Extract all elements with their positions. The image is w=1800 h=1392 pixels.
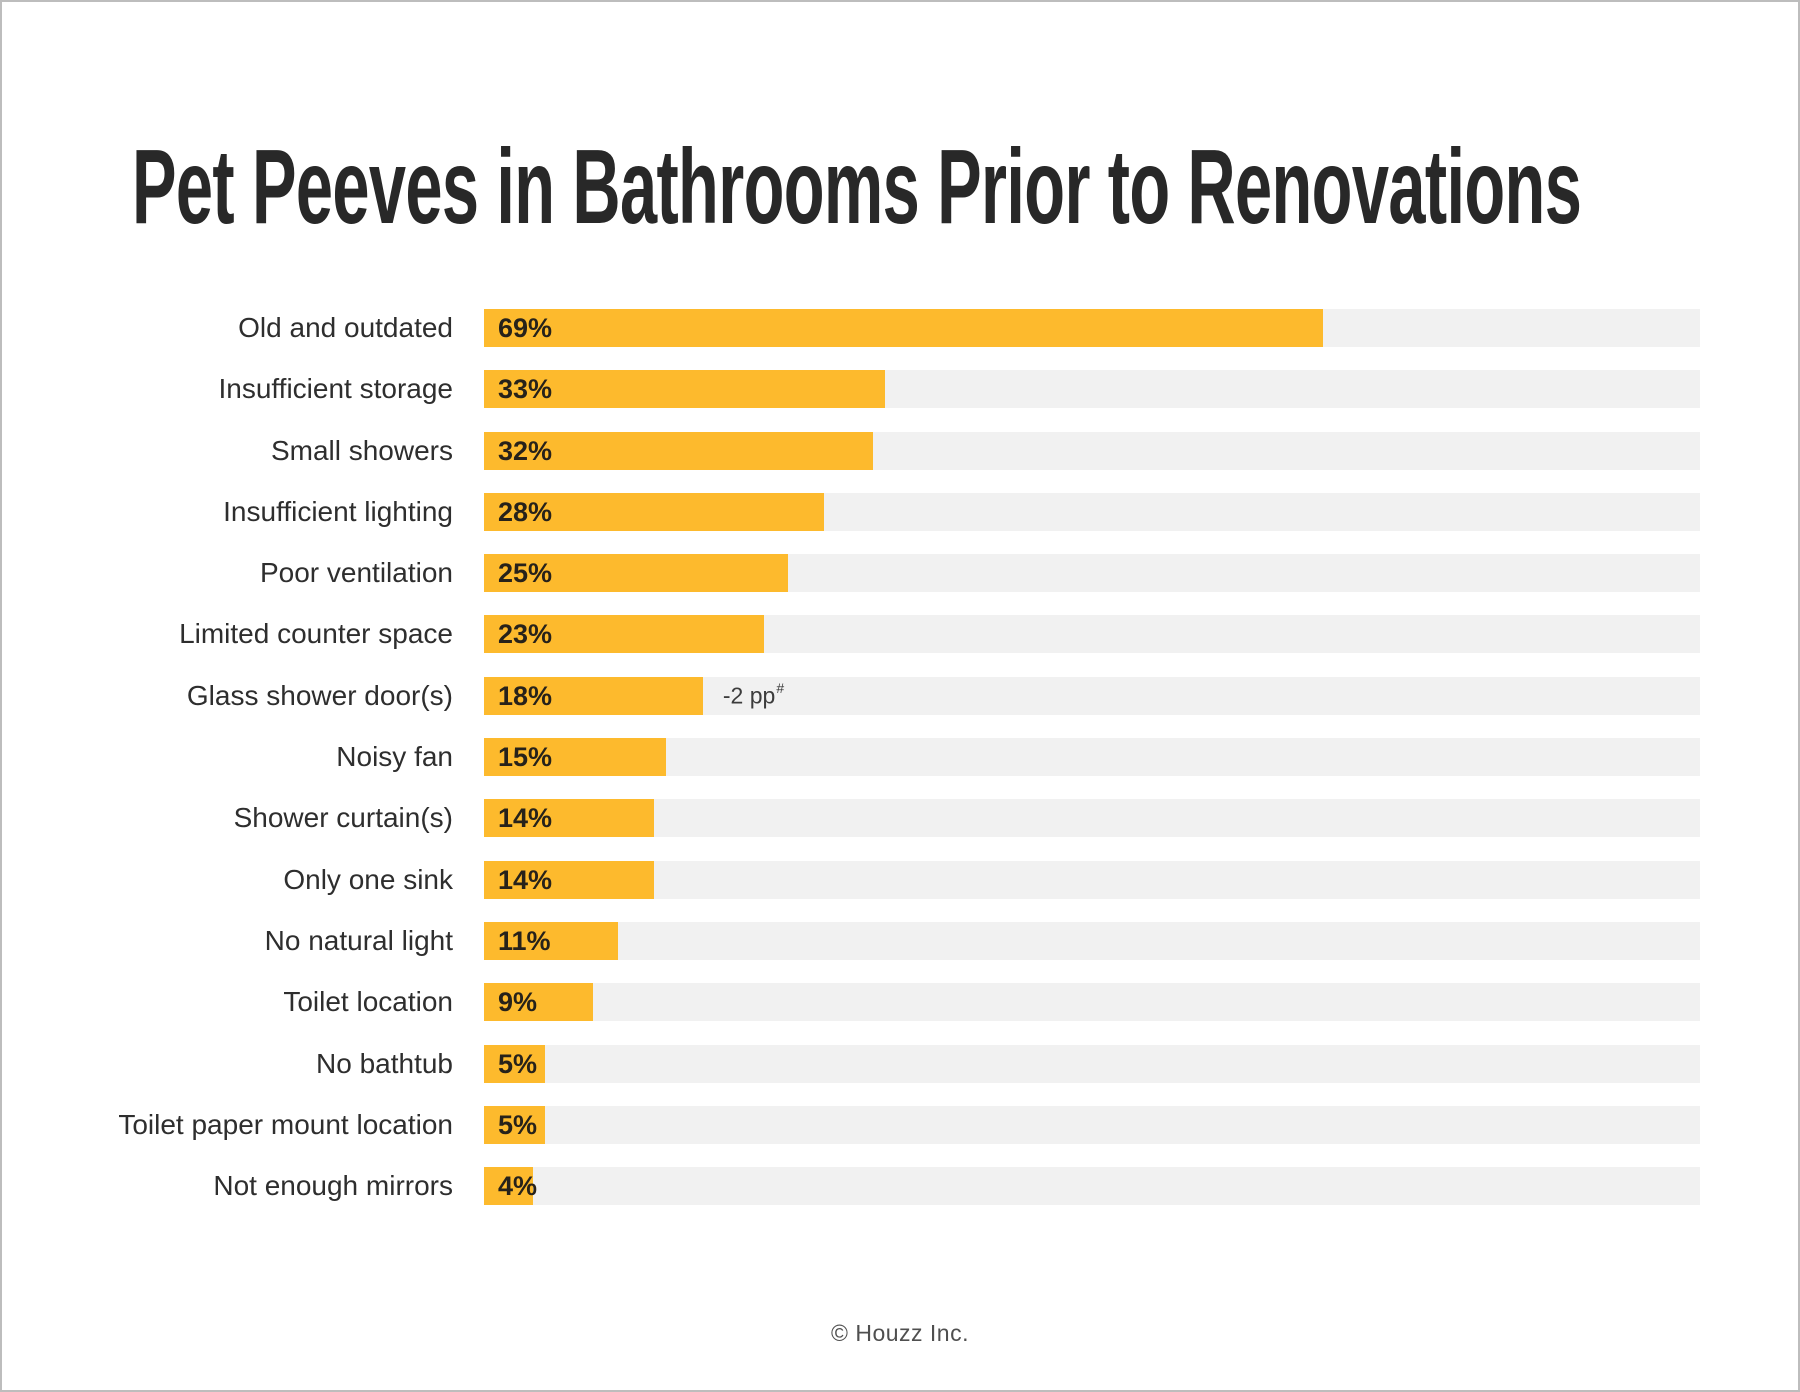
category-label: Limited counter space — [179, 618, 453, 650]
bar: 28% — [484, 492, 825, 531]
bar: 4% — [484, 1167, 537, 1206]
bar-track: 4% — [484, 1167, 1700, 1206]
bar-row: No bathtub 5% — [2, 1044, 1700, 1083]
bar-row: Old and outdated 69% — [2, 309, 1700, 347]
bar-row: Not enough mirrors 4% — [2, 1167, 1700, 1206]
bar-row: No natural light 11% — [2, 921, 1700, 960]
category-label: No bathtub — [316, 1047, 453, 1079]
bar-row: Noisy fan 15% — [2, 738, 1700, 777]
bar-value-label: 14% — [498, 803, 553, 834]
bar: 25% — [484, 554, 788, 593]
bar-value-label: 33% — [498, 374, 553, 405]
category-label: Toilet paper mount location — [118, 1108, 453, 1140]
category-label: Old and outdated — [238, 312, 453, 343]
bar-track: 23% — [484, 615, 1700, 654]
bar-track: 9% — [484, 983, 1700, 1022]
bar-row: Toilet paper mount location 5% — [2, 1105, 1700, 1144]
bar-value-label: 5% — [498, 1109, 538, 1140]
bar: 14% — [484, 799, 655, 838]
bar-row: Glass shower door(s) 18% -2 pp# — [2, 676, 1700, 715]
bar-row: Insufficient lighting 28% — [2, 492, 1700, 531]
bar-row: Toilet location 9% — [2, 983, 1700, 1022]
bar-value-label: 9% — [498, 987, 538, 1018]
bar-value-label: 14% — [498, 864, 553, 895]
bar-track: 28% — [484, 492, 1700, 531]
bar-value-label: 4% — [498, 1171, 538, 1202]
bar: 18% — [484, 676, 703, 715]
bar: 69% — [484, 309, 1324, 347]
bar-value-label: 15% — [498, 742, 553, 773]
bar-row: Limited counter space 23% — [2, 615, 1700, 654]
bar-annotation: -2 pp# — [722, 679, 785, 709]
category-label: Only one sink — [283, 863, 453, 895]
bar: 11% — [484, 921, 618, 960]
bar-value-label: 32% — [498, 435, 553, 466]
category-label: Not enough mirrors — [213, 1170, 453, 1202]
category-label: Poor ventilation — [259, 557, 453, 589]
bar-track: 5% — [484, 1044, 1700, 1083]
bar-track: 33% — [484, 370, 1700, 409]
bar-row: Only one sink 14% — [2, 860, 1700, 899]
bar-track: 18% -2 pp# — [484, 676, 1700, 715]
bar-value-label: 18% — [498, 680, 553, 711]
bar-value-label: 25% — [498, 558, 553, 589]
bar: 9% — [484, 983, 594, 1022]
bar-row: Poor ventilation 25% — [2, 554, 1700, 593]
bar-track: 25% — [484, 554, 1700, 593]
bar: 5% — [484, 1044, 545, 1083]
bar-row: Small showers 32% — [2, 431, 1700, 470]
bar: 23% — [484, 615, 764, 654]
bar-chart: Old and outdated 69% Insufficient storag… — [2, 309, 1700, 1228]
bar-track: 11% — [484, 921, 1700, 960]
category-label: Small showers — [270, 434, 453, 466]
category-label: Insufficient storage — [218, 373, 453, 405]
copyright-footer: © Houzz Inc. — [831, 1320, 969, 1346]
bar-row: Shower curtain(s) 14% — [2, 799, 1700, 838]
bar: 14% — [484, 860, 655, 899]
bar: 32% — [484, 431, 874, 470]
bar-track: 14% — [484, 860, 1700, 899]
category-label: Insufficient lighting — [223, 495, 453, 527]
bar-track: 69% — [484, 309, 1700, 347]
bar-value-label: 11% — [498, 925, 551, 956]
category-label: No natural light — [264, 924, 453, 956]
bar: 33% — [484, 370, 886, 409]
bar-row: Insufficient storage 33% — [2, 370, 1700, 409]
bar-track: 5% — [484, 1105, 1700, 1144]
category-label: Toilet location — [283, 986, 453, 1018]
bar-value-label: 28% — [498, 496, 553, 527]
bar-value-label: 5% — [498, 1048, 538, 1079]
bar-track: 14% — [484, 799, 1700, 838]
bar: 15% — [484, 738, 667, 777]
bar-value-label: 69% — [498, 313, 553, 343]
category-label: Shower curtain(s) — [233, 802, 453, 834]
bar-track: 32% — [484, 431, 1700, 470]
annotation-superscript: # — [776, 679, 785, 696]
bar: 5% — [484, 1105, 545, 1144]
category-label: Noisy fan — [336, 741, 453, 773]
category-label: Glass shower door(s) — [186, 679, 453, 711]
bar-value-label: 23% — [498, 619, 553, 650]
bar-track: 15% — [484, 738, 1700, 777]
chart-title: Pet Peeves in Bathrooms Prior to Renovat… — [132, 128, 1582, 246]
